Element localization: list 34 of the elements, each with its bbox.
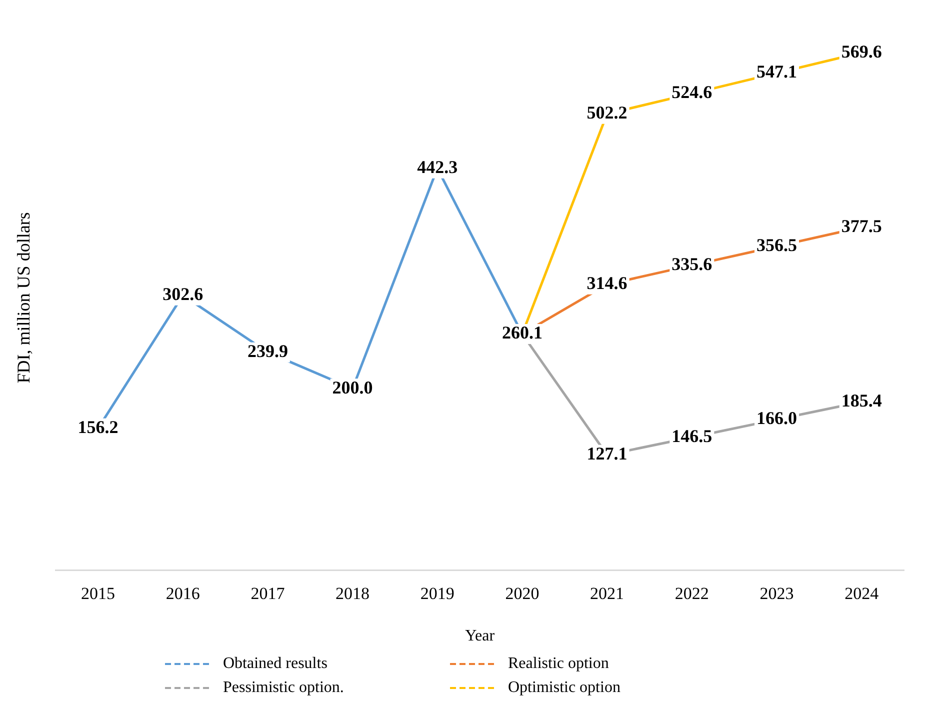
x-tick-label: 2023 bbox=[760, 584, 794, 604]
x-tick-label: 2019 bbox=[420, 584, 454, 604]
data-label: 502.2 bbox=[586, 102, 628, 123]
data-label: 314.6 bbox=[586, 273, 628, 294]
data-label: 156.2 bbox=[78, 417, 118, 438]
data-label: 185.4 bbox=[841, 390, 882, 411]
x-tick-label: 2024 bbox=[844, 584, 880, 604]
data-label: 569.6 bbox=[841, 41, 882, 62]
x-tick-label: 2018 bbox=[336, 584, 370, 604]
data-label: 260.1 bbox=[502, 322, 542, 343]
data-label: 127.1 bbox=[586, 444, 628, 464]
data-label: 302.6 bbox=[162, 284, 204, 304]
x-tick-label: 2016 bbox=[166, 584, 200, 604]
data-label: 524.6 bbox=[672, 82, 712, 102]
x-tick-label: 2022 bbox=[674, 584, 709, 604]
data-label: 377.5 bbox=[841, 216, 882, 236]
data-label: 547.1 bbox=[756, 62, 797, 82]
x-tick-label: 2015 bbox=[81, 584, 116, 604]
data-label: 200.0 bbox=[332, 377, 373, 398]
data-label: 166.0 bbox=[756, 408, 797, 428]
data-label: 335.6 bbox=[672, 254, 712, 274]
data-label: 356.5 bbox=[756, 235, 797, 255]
legend-label: Pessimistic option. bbox=[223, 679, 344, 697]
data-label: 239.9 bbox=[247, 340, 288, 361]
x-axis-title: Year bbox=[465, 628, 496, 645]
x-tick-label: 2017 bbox=[250, 584, 286, 604]
x-tick-label: 2021 bbox=[590, 584, 624, 604]
x-tick-label: 2020 bbox=[505, 584, 540, 604]
legend-label: Optimistic option bbox=[508, 679, 620, 697]
data-label: 146.5 bbox=[672, 426, 712, 446]
legend-label: Obtained results bbox=[223, 655, 328, 673]
legend-label: Realistic option bbox=[508, 655, 609, 673]
y-axis-title: FDI, million US dollars bbox=[14, 212, 34, 384]
data-label: 442.3 bbox=[417, 157, 458, 178]
